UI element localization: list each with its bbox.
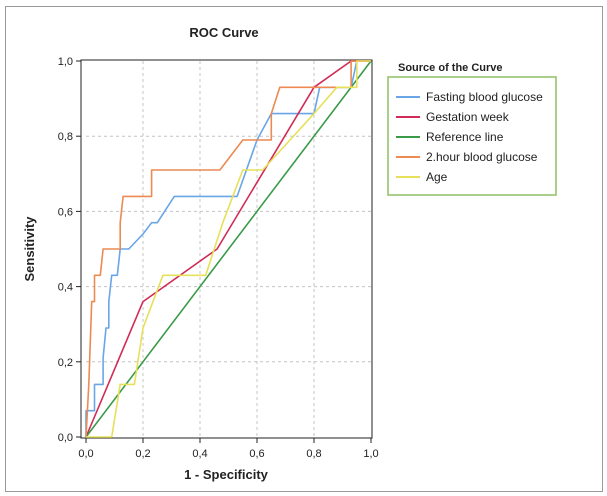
series-line-reference-line [85, 60, 372, 438]
legend-label-fasting-blood-glucose: Fasting blood glucose [426, 90, 543, 104]
y-tick-label: 0,4 [58, 282, 73, 294]
y-tick-label: 1,0 [58, 56, 73, 68]
x-axis: 0,0 0,2 0,4 0,6 0,8 1,0 [78, 438, 379, 460]
chart-title: ROC Curve [189, 25, 258, 40]
x-tick-label: 0,8 [306, 448, 321, 460]
chart-frame: ROC Curve 0,0 0,2 0,4 0,6 0,8 1,0 0,0 0,2 0,4 0,… [5, 6, 603, 492]
x-tick-label: 0,2 [135, 448, 150, 460]
x-tick-label: 0,4 [192, 448, 207, 460]
grid [86, 61, 371, 437]
y-tick-label: 0,6 [58, 206, 73, 218]
legend: Fasting blood glucose Gestation week Refer… [396, 90, 543, 184]
legend-label-gestation-week: Gestation week [426, 110, 510, 124]
series-line-2-hour-blood-glucose [85, 60, 371, 438]
legend-label-2-hour-blood-glucose: 2.hour blood glucose [426, 150, 538, 164]
legend-label-age: Age [426, 170, 448, 184]
legend-label-reference-line: Reference line [426, 130, 504, 144]
y-axis: 0,0 0,2 0,4 0,6 0,8 1,0 [58, 56, 81, 444]
y-tick-label: 0,2 [58, 357, 73, 369]
roc-chart: ROC Curve 0,0 0,2 0,4 0,6 0,8 1,0 0,00,20,40,… [22, 25, 557, 482]
series-layer [85, 60, 372, 438]
y-tick-label: 0,0 [58, 432, 73, 444]
y-tick-label: 0,8 [58, 131, 73, 143]
x-tick-label: 0,6 [249, 448, 264, 460]
x-tick-label: 0,0 [78, 448, 93, 460]
y-axis-label: Sensitivity [22, 216, 37, 282]
legend-title: Source of the Curve [398, 62, 503, 74]
series-line-age [86, 60, 371, 438]
x-axis-label: 1 - Specificity [184, 467, 269, 482]
x-tick-label: 1,0 [363, 448, 378, 460]
